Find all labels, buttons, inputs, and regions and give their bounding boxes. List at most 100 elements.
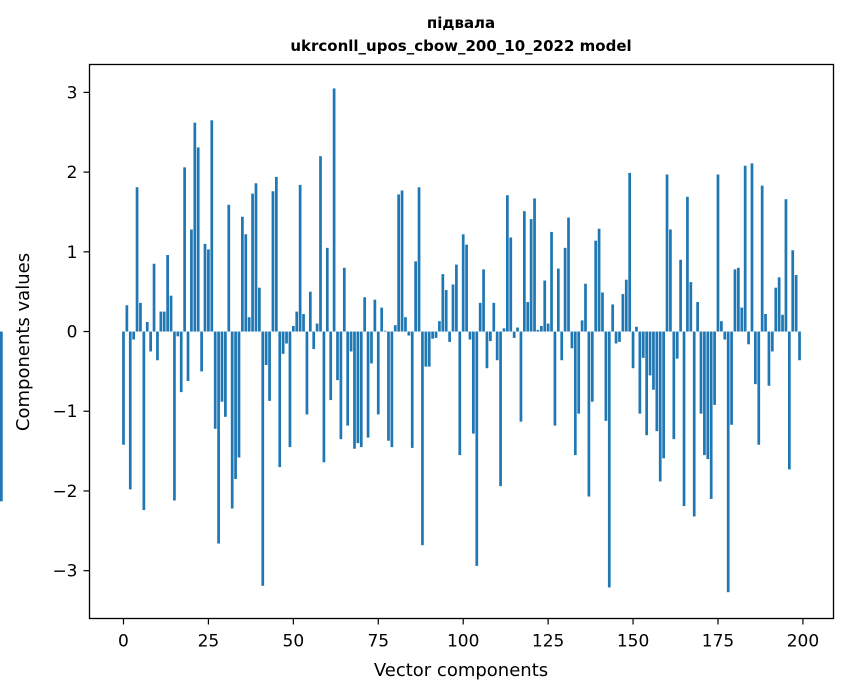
bar [356, 331, 360, 444]
bar [485, 331, 489, 369]
bar [648, 331, 652, 376]
bar [329, 331, 333, 401]
bar [291, 325, 295, 332]
bar [522, 211, 526, 332]
bar [791, 250, 795, 332]
bar [421, 331, 424, 546]
bar [641, 331, 645, 358]
bar [258, 287, 261, 332]
bar [482, 269, 485, 332]
bar [271, 191, 275, 332]
bar [509, 237, 513, 332]
bar [764, 314, 767, 332]
bar [628, 172, 632, 332]
bar [475, 331, 479, 566]
bar [689, 282, 693, 332]
x-tick-label: 125 [532, 632, 564, 652]
bar [553, 331, 557, 426]
bar [597, 228, 601, 332]
bar [274, 176, 278, 332]
bar [743, 165, 747, 332]
bar [692, 331, 696, 517]
bar [213, 331, 217, 429]
bar [237, 331, 241, 458]
bar [444, 290, 448, 332]
bar [672, 331, 676, 440]
bar [587, 331, 591, 497]
bar [798, 331, 801, 361]
bar [492, 302, 496, 332]
bar [132, 331, 136, 340]
bar [611, 304, 615, 332]
bar [594, 240, 598, 332]
bar [713, 331, 716, 405]
bar [407, 331, 411, 336]
bar [740, 307, 744, 332]
y-tick-label: −1 [52, 402, 77, 422]
bar [465, 244, 468, 332]
y-tick-label: 2 [67, 163, 78, 183]
bar [669, 229, 672, 332]
bar [451, 284, 455, 332]
bar [169, 295, 173, 332]
bar [455, 264, 458, 332]
bar [417, 187, 421, 332]
bar [196, 147, 200, 332]
bar [461, 234, 465, 332]
bar [774, 287, 778, 332]
bar [777, 277, 781, 332]
bar [556, 268, 560, 332]
bar [183, 167, 186, 332]
bar [295, 311, 299, 332]
bar [244, 234, 248, 332]
bar [288, 331, 292, 448]
bar-group [0, 88, 801, 593]
bar [584, 283, 587, 332]
bar [682, 331, 686, 507]
bar [658, 331, 662, 482]
bar [376, 331, 380, 415]
bar [359, 331, 363, 448]
y-axis-ticks: −3 −2 −1 0 1 2 3 [52, 83, 90, 582]
bar [410, 331, 414, 448]
bar [308, 291, 312, 332]
y-axis-label: Components values [13, 253, 34, 431]
bar [489, 331, 492, 342]
bar [662, 331, 665, 459]
bar [618, 331, 621, 342]
chart-title: підвала [427, 14, 495, 32]
bar [754, 331, 757, 385]
bar [784, 199, 788, 332]
bar [767, 331, 771, 386]
x-axis-ticks: 0 25 50 75 100 125 150 175 200 [118, 618, 819, 652]
x-tick-label: 75 [367, 632, 389, 652]
bar [506, 195, 509, 332]
bar [305, 331, 309, 415]
bar [580, 320, 584, 332]
bar [145, 321, 149, 332]
bar [438, 321, 441, 332]
bar [560, 331, 564, 361]
bar [543, 280, 547, 332]
bar [156, 331, 159, 361]
bar [516, 327, 519, 332]
bar [176, 331, 180, 337]
bar [268, 331, 271, 401]
bar [281, 331, 285, 354]
x-axis-label: Vector components [374, 660, 548, 681]
bar [747, 331, 750, 345]
bar [577, 331, 581, 414]
bar [380, 307, 384, 332]
bar [699, 331, 703, 414]
bar [696, 302, 699, 332]
bar [298, 184, 302, 332]
bar [533, 198, 536, 332]
bar [339, 331, 343, 440]
bar [706, 331, 710, 460]
bar [526, 302, 530, 332]
y-tick-label: 1 [67, 243, 78, 263]
bar [655, 331, 659, 432]
bar [726, 331, 730, 593]
bar [166, 255, 169, 332]
